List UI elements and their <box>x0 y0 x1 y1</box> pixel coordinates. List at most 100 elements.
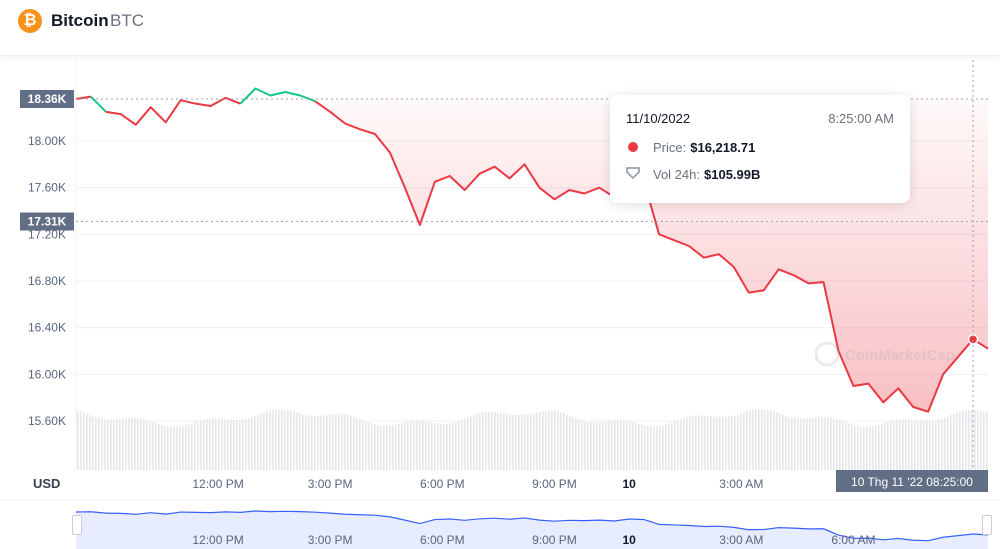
volume-bar <box>413 420 415 470</box>
volume-bar <box>806 418 808 470</box>
y-unit-label: USD <box>33 476 60 491</box>
volume-bar <box>509 414 511 470</box>
navigator-tick-label: 10 <box>623 533 637 547</box>
navigator-tick-label: 6:00 AM <box>831 533 875 547</box>
coin-symbol: BTC <box>110 11 144 30</box>
volume-bar <box>866 426 868 470</box>
volume-bar <box>539 411 541 470</box>
y-tick-label: 15.60K <box>28 414 66 428</box>
volume-bar <box>695 415 697 470</box>
volume-bar <box>785 415 787 470</box>
volume-bar <box>779 413 781 470</box>
volume-bar <box>164 425 166 470</box>
volume-bar <box>794 417 796 470</box>
volume-bar <box>470 416 472 470</box>
volume-bar <box>299 413 301 470</box>
volume-bar <box>587 421 589 470</box>
volume-bar <box>269 410 271 470</box>
volume-bar <box>701 415 703 470</box>
volume-bar <box>554 410 556 470</box>
volume-bar <box>512 414 514 470</box>
volume-bar <box>323 415 325 470</box>
navigator-right-handle[interactable] <box>982 515 992 535</box>
tooltip-volume-value: $105.99B <box>704 167 761 182</box>
volume-bar <box>770 410 772 470</box>
volume-bar <box>149 420 151 470</box>
volume-bar <box>749 410 751 470</box>
volume-bar <box>107 419 109 470</box>
volume-bar <box>401 422 403 470</box>
volume-bar <box>758 409 760 470</box>
crosshair-time-badge: 10 Thg 11 '22 08:25:00 <box>836 470 988 492</box>
volume-shield-icon <box>626 167 640 179</box>
volume-bar <box>101 418 103 470</box>
volume-bar <box>374 424 376 470</box>
price-tooltip: 11/10/2022 8:25:00 AM Price: $16,218.71 V… <box>610 95 910 203</box>
coinmarketcap-logo-icon <box>814 341 840 367</box>
volume-bar <box>356 417 358 470</box>
volume-bar <box>224 419 226 470</box>
volume-bar <box>392 424 394 470</box>
volume-bar <box>665 424 667 470</box>
volume-bar <box>440 423 442 470</box>
volume-bar <box>503 413 505 470</box>
volume-bar <box>98 417 100 470</box>
volume-bar <box>353 416 355 470</box>
volume-bar <box>245 418 247 470</box>
x-tick-label: 6:00 PM <box>420 477 465 491</box>
volume-bar <box>452 422 454 470</box>
volume-bar <box>218 418 220 470</box>
volume-bar <box>713 416 715 470</box>
volume-bar <box>905 419 907 470</box>
volume-bar <box>791 417 793 470</box>
volume-bar <box>479 413 481 470</box>
volume-bar <box>257 414 259 470</box>
volume-bar <box>134 417 136 470</box>
volume-bar <box>623 420 625 470</box>
volume-bar <box>869 426 871 470</box>
volume-bar <box>386 425 388 470</box>
volume-bar <box>581 420 583 470</box>
y-tick-label: 18.00K <box>28 134 66 148</box>
volume-bar <box>536 412 538 470</box>
reference-badge-bg <box>20 212 74 231</box>
volume-bar <box>824 417 826 470</box>
volume-bars <box>77 409 988 470</box>
volume-bar <box>881 423 883 470</box>
volume-bar <box>290 411 292 470</box>
y-tick-label: 16.00K <box>28 367 66 381</box>
volume-bar <box>92 415 94 470</box>
volume-bar <box>365 421 367 470</box>
volume-bar <box>572 417 574 470</box>
volume-bar <box>89 414 91 470</box>
volume-bar <box>707 416 709 470</box>
volume-bar <box>800 418 802 470</box>
volume-bar <box>704 415 706 470</box>
volume-bar <box>305 415 307 470</box>
price-segment-down <box>105 96 241 126</box>
x-axis-labels: 12:00 PM 3:00 PM 6:00 PM 9:00 PM 10 3:00 AM <box>192 477 763 491</box>
volume-bar <box>767 409 769 470</box>
volume-bar <box>506 413 508 470</box>
volume-bar <box>848 423 850 470</box>
volume-bar <box>326 415 328 470</box>
navigator[interactable]: 12:00 PM 3:00 PM 6:00 PM 9:00 PM 10 3:00 AM 6:… <box>0 499 1000 549</box>
volume-bar <box>899 419 901 470</box>
volume-bar <box>548 410 550 470</box>
volume-bar <box>230 419 232 470</box>
y-tick-label: 16.80K <box>28 274 66 288</box>
volume-bar <box>110 419 112 470</box>
volume-bar <box>206 418 208 470</box>
price-segment-up <box>90 95 107 113</box>
volume-bar <box>686 417 688 470</box>
volume-bar <box>371 423 373 470</box>
volume-bar <box>638 423 640 470</box>
volume-bar <box>575 418 577 470</box>
navigator-left-handle[interactable] <box>72 515 82 535</box>
volume-bar <box>614 420 616 470</box>
volume-bar <box>485 411 487 470</box>
volume-bar <box>647 425 649 470</box>
volume-bar <box>620 420 622 470</box>
volume-bar <box>578 419 580 470</box>
